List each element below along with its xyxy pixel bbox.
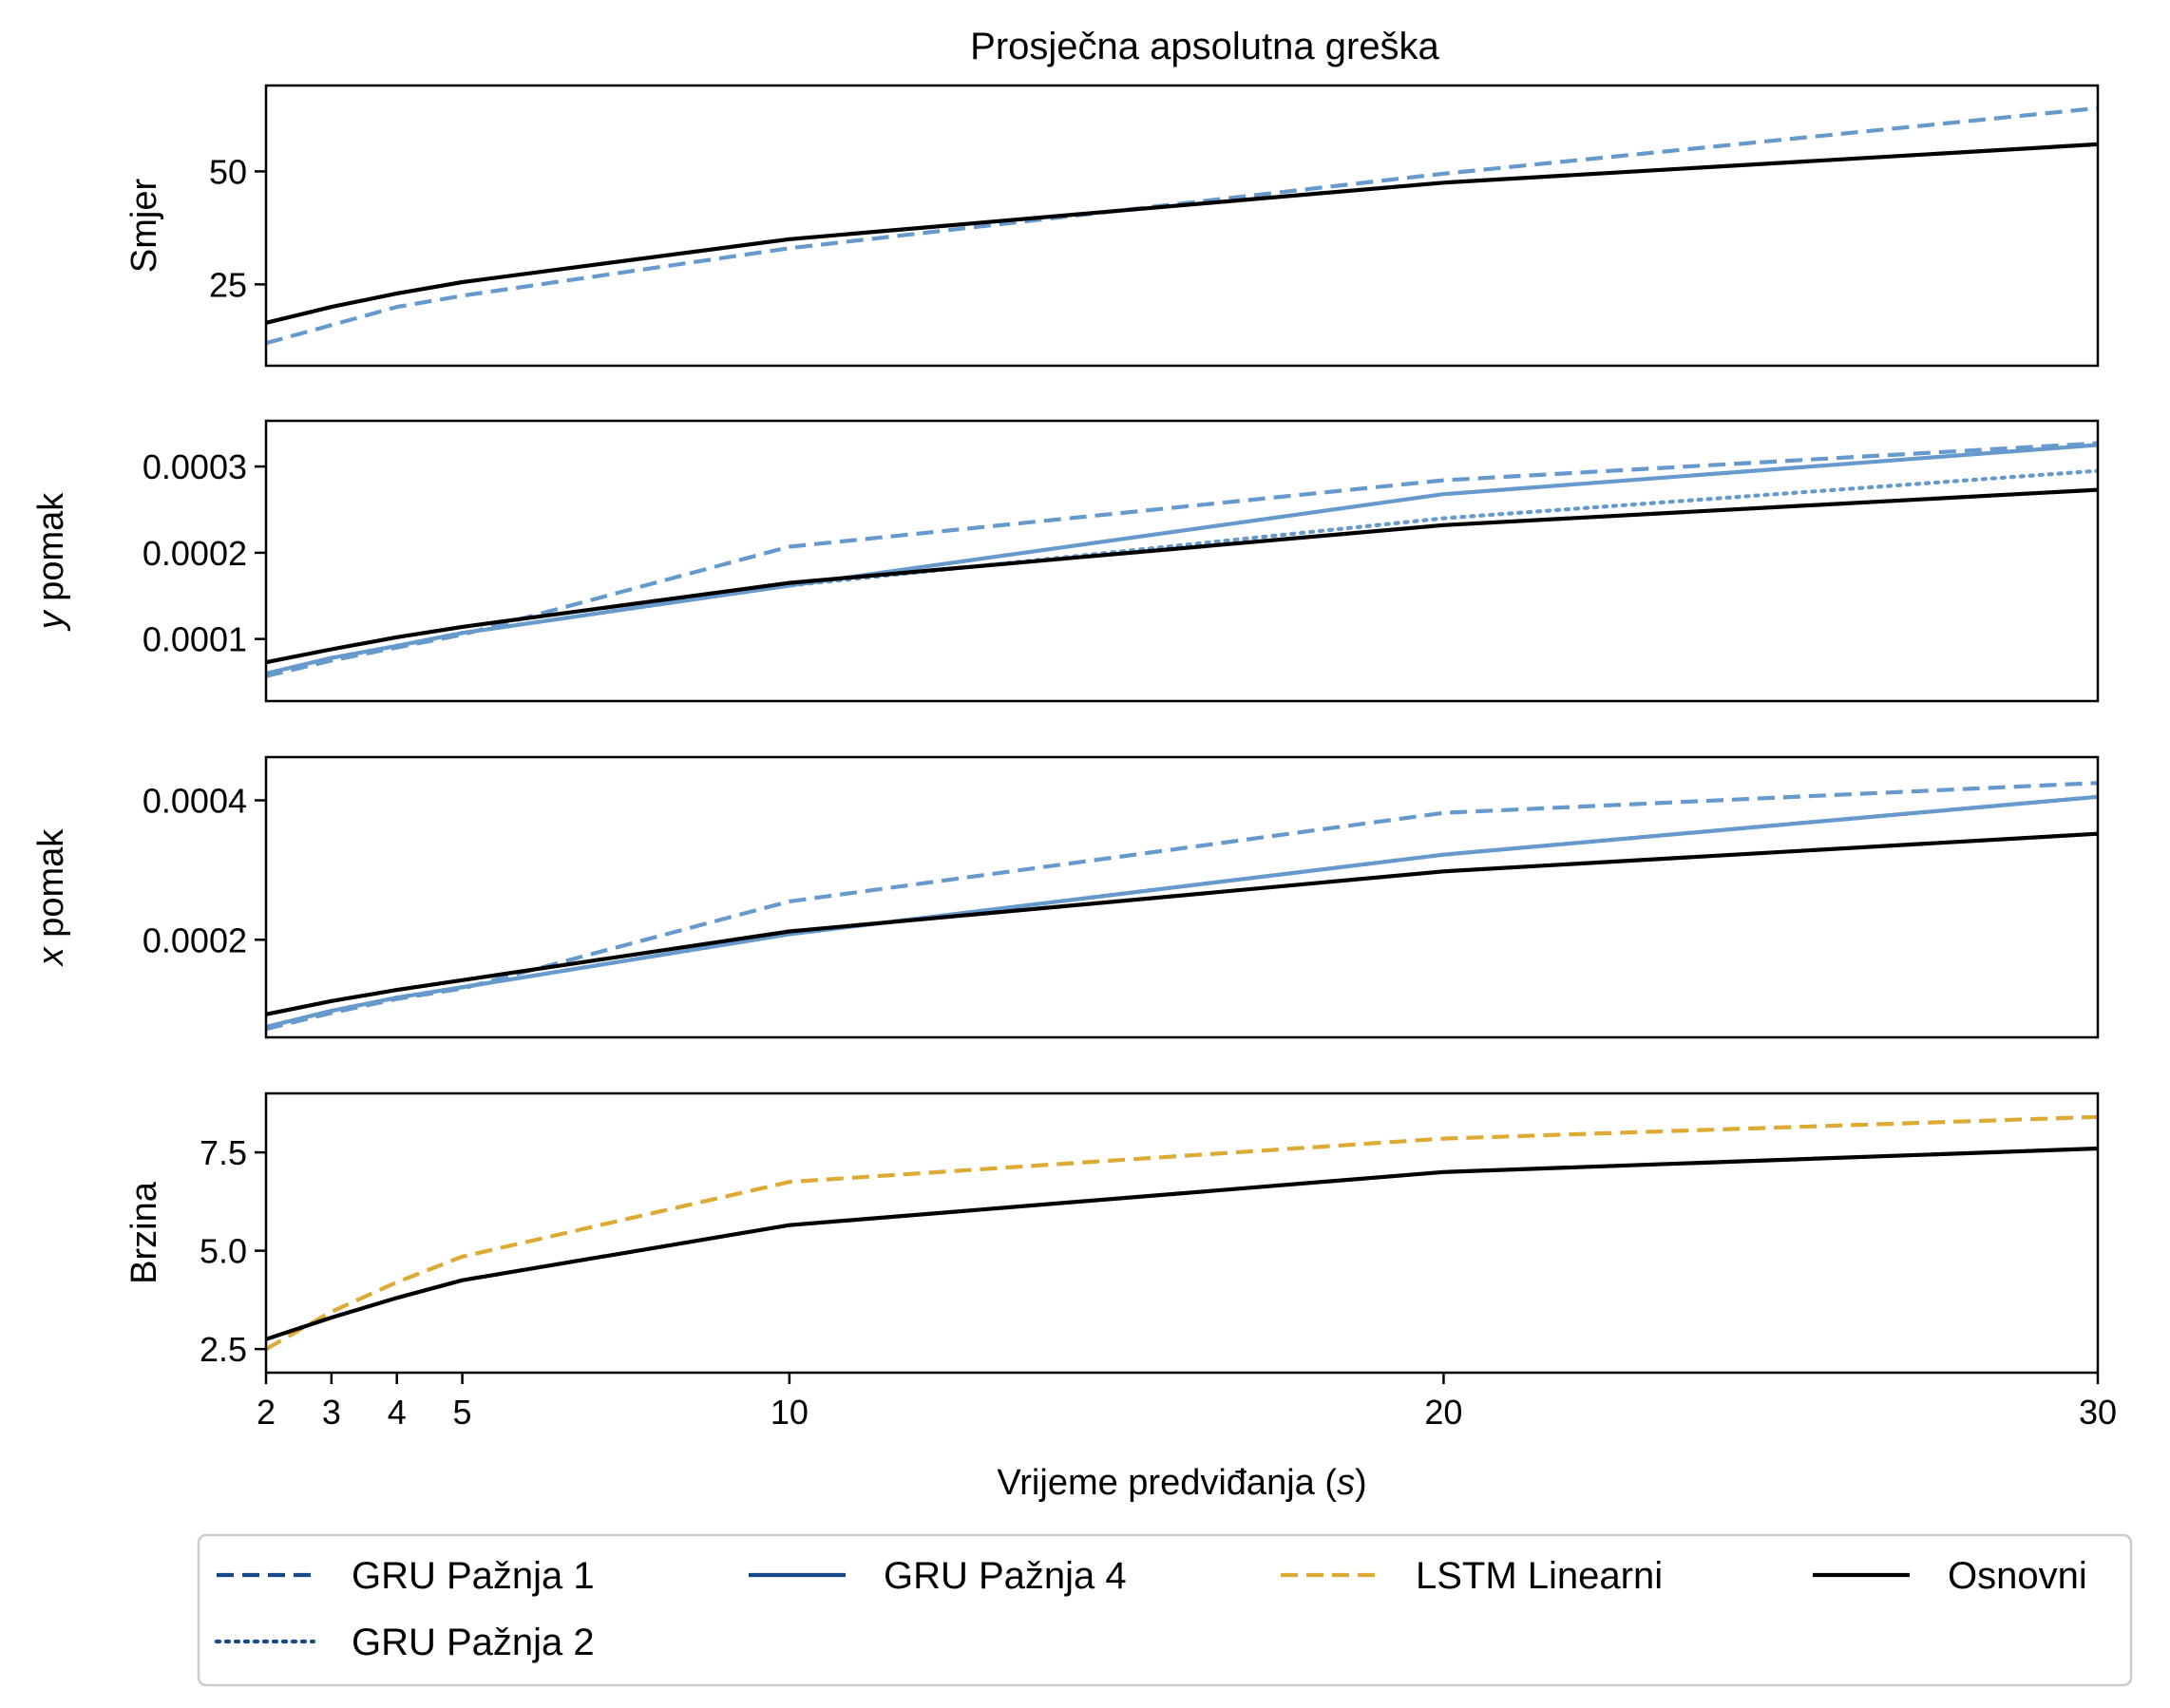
y-tick-label: 7.5	[200, 1133, 247, 1172]
legend-label: GRU Pažnja 2	[352, 1622, 595, 1663]
series-lines	[266, 441, 2098, 678]
legend-label: GRU Pažnja 4	[884, 1555, 1127, 1597]
x-tick-label: 4	[388, 1393, 407, 1432]
y-tick-label: 0.0004	[143, 781, 247, 820]
series-line-gru-pažnja-1	[266, 781, 2098, 1032]
y-tick-label: 0.0002	[143, 920, 247, 959]
series-line-gru-pažnja-1	[266, 441, 2098, 678]
subplot-4: 2.5 5.0 7.5 Brzina 2 3 4 5 10 20 30 Vrijeme predviđ…	[124, 1091, 2117, 1503]
y-axis-label: x pomak	[31, 828, 71, 968]
x-axis-label: Vrijeme predviđanja (s)	[997, 1463, 1366, 1503]
subplot-1: 25 50 Smjer	[124, 84, 2100, 368]
legend: GRU Pažnja 1 GRU Pažnja 2 GRU Pažnja 4 LSTM…	[197, 1533, 2133, 1687]
series-lines	[266, 105, 2098, 346]
legend-label: LSTM Linearni	[1416, 1555, 1663, 1597]
subplot-3: 0.0002 0.0004 x pomak	[31, 755, 2100, 1039]
series-line-osnovni	[266, 487, 2098, 665]
y-tick-label: 0.0002	[143, 534, 247, 573]
axes-frame	[264, 1091, 2100, 1375]
legend-label: GRU Pažnja 1	[352, 1555, 595, 1597]
series-line-gru-pažnja-4	[266, 794, 2098, 1030]
axes-frame	[264, 755, 2100, 1039]
legend-label: Osnovni	[1948, 1555, 2087, 1597]
legend-entry-osnovni: Osnovni	[1813, 1555, 2087, 1597]
series-lines	[266, 1114, 2098, 1352]
legend-entry-lstm-linearni: LSTM Linearni	[1281, 1555, 1663, 1597]
series-line-lstm-linearni	[266, 1114, 2098, 1352]
x-tick-label: 30	[2079, 1393, 2117, 1432]
x-tick-label: 10	[771, 1393, 809, 1432]
series-line-gru-pažnja-2	[266, 468, 2098, 676]
series-line-osnovni	[266, 142, 2098, 325]
y-axis-label: Smjer	[124, 179, 164, 274]
y-tick-label: 50	[209, 152, 247, 191]
y-tick-label: 5.0	[200, 1232, 247, 1271]
y-axis-label: Brzina	[124, 1181, 164, 1284]
chart-title: Prosječna apsolutna greška	[970, 26, 1439, 67]
y-tick-label: 0.0003	[143, 447, 247, 486]
y-axis-label: y pomak	[31, 492, 71, 633]
x-tick-label: 20	[1424, 1393, 1462, 1432]
x-tick-label: 3	[322, 1393, 341, 1432]
series-lines	[266, 781, 2098, 1032]
series-line-osnovni	[266, 831, 2098, 1016]
y-tick-label: 25	[209, 265, 247, 304]
series-line-osnovni	[266, 1146, 2098, 1341]
x-tick-label: 5	[453, 1393, 472, 1432]
axes-frame	[264, 84, 2100, 368]
y-tick-label: 0.0001	[143, 620, 247, 659]
axes-frame	[264, 419, 2100, 703]
y-tick-label: 2.5	[200, 1330, 247, 1369]
legend-box	[197, 1533, 2133, 1687]
legend-entry-gru-pažnja-4: GRU Pažnja 4	[749, 1555, 1127, 1597]
x-tick-label: 2	[257, 1393, 276, 1432]
series-line-gru-pažnja-4	[266, 443, 2098, 676]
subplot-2: 0.0001 0.0002 0.0003 y pomak	[31, 419, 2100, 703]
series-line-gru-pažnja-1	[266, 105, 2098, 346]
series-line-gru-pažnja-2	[266, 794, 2098, 1030]
legend-entry-gru-pažnja-2: GRU Pažnja 2	[214, 1622, 595, 1663]
legend-entry-gru-pažnja-1: GRU Pažnja 1	[217, 1555, 595, 1597]
